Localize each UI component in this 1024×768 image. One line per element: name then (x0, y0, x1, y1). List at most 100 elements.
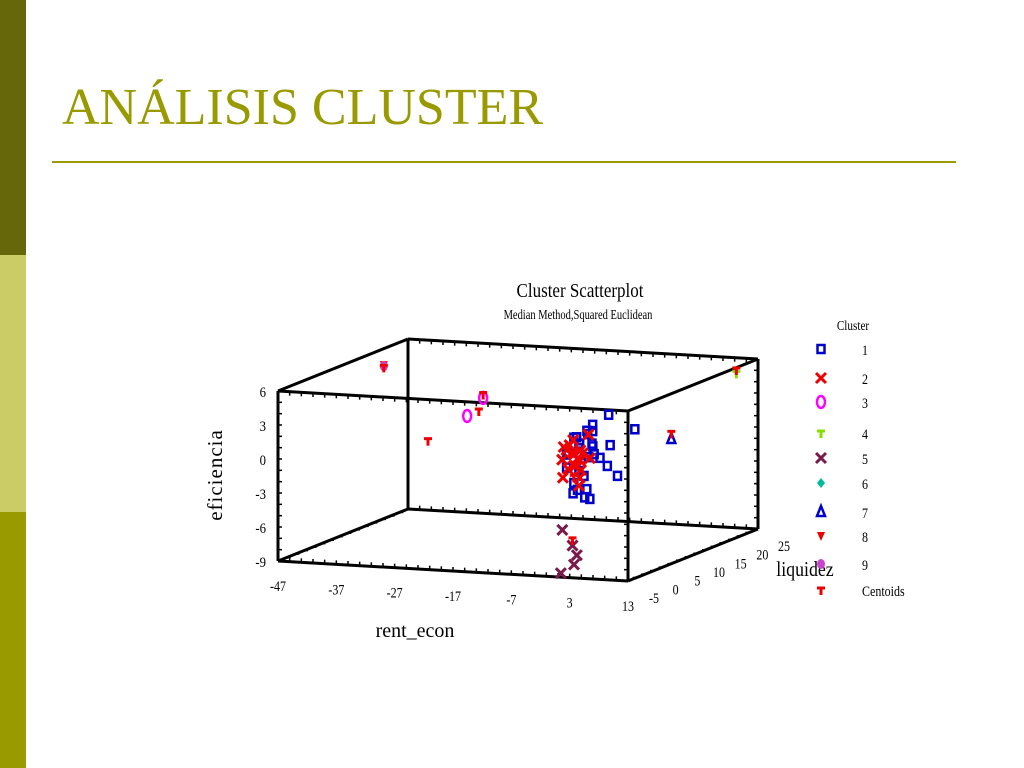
y-tick-label: 5 (694, 572, 700, 589)
slide-title: ANÁLISIS CLUSTER (62, 79, 544, 136)
legend-marker (817, 429, 825, 438)
legend-item: 1 (816, 342, 868, 359)
side-bar-middle (0, 255, 26, 512)
data-point (556, 453, 569, 466)
y-tick-label: 15 (735, 555, 747, 572)
data-point (667, 429, 676, 439)
x-tick-label: -27 (387, 584, 403, 601)
data-point (605, 439, 615, 451)
y-tick-label: 10 (713, 564, 725, 581)
data-point (665, 429, 678, 445)
data-point (474, 407, 483, 416)
legend-label: 6 (862, 476, 868, 493)
legend-marker (817, 559, 825, 569)
box-edge (277, 337, 409, 393)
tick-marks (277, 339, 759, 582)
data-point (588, 425, 598, 437)
data-point (571, 432, 582, 443)
plot-box-3d (276, 337, 760, 583)
data-point (575, 457, 584, 466)
data-point (585, 493, 595, 505)
y-tick-label: -5 (649, 590, 659, 607)
legend-marker (817, 478, 825, 488)
legend-label: 4 (862, 426, 868, 443)
legend-item: Centoids (817, 583, 905, 600)
series-5 (554, 523, 583, 580)
data-point (612, 470, 623, 482)
z-tick-labels: 6 3 0 -3 -6 -9 (255, 385, 266, 571)
legend-marker (816, 343, 826, 355)
legend-marker (815, 394, 827, 410)
data-point (560, 443, 573, 457)
legend-marker (817, 532, 825, 541)
data-point (572, 479, 585, 492)
legend-label: 1 (862, 342, 868, 359)
data-point (582, 428, 595, 441)
data-point (732, 366, 741, 375)
data-point (424, 437, 432, 446)
legend-marker (815, 502, 827, 518)
x-tick-label: 3 (567, 594, 573, 611)
z-tick-label: 0 (260, 453, 266, 469)
side-bar-bottom (0, 512, 26, 768)
series-centoids (379, 363, 741, 545)
legend-label: Centoids (862, 583, 905, 600)
legend-label: 2 (862, 371, 868, 388)
box-edge (277, 507, 409, 563)
chart-subtitle: Median Method,Squared Euclidean (504, 307, 653, 323)
z-tick-label: 6 (260, 385, 266, 401)
data-point (568, 488, 578, 499)
data-point (583, 452, 596, 465)
y-tick-label: 20 (756, 546, 768, 563)
legend-item: 4 (817, 426, 868, 443)
data-point (566, 539, 579, 552)
legend-marker (814, 451, 828, 465)
data-point (570, 549, 583, 562)
data-point (588, 441, 598, 452)
data-point (602, 460, 613, 472)
legend-label: 5 (862, 451, 868, 468)
legend-label: 8 (862, 529, 868, 546)
legend: 1 2 3 4 5 6 7 8 9 Centoids (814, 342, 905, 600)
legend-item: 9 (817, 557, 868, 574)
y-tick-label: 25 (778, 538, 790, 555)
x-tick-label: -17 (445, 588, 461, 605)
legend-marker (814, 371, 828, 385)
y-tick-labels: -5 05 10 15 20 25 (649, 538, 790, 607)
data-point (630, 424, 640, 435)
data-point (461, 408, 473, 424)
chart-title: Cluster Scatterplot (517, 280, 645, 303)
title-underline (52, 161, 956, 163)
x-tick-labels: -47 -37 -27 -17 -7 3 13 (270, 578, 634, 615)
legend-item: 5 (814, 451, 868, 468)
z-tick-label: -3 (255, 487, 266, 503)
z-tick-label: -6 (255, 521, 266, 537)
legend-item: 3 (815, 394, 868, 412)
data-point (569, 473, 578, 483)
legend-label: 9 (862, 557, 868, 574)
data-point (556, 471, 569, 484)
side-bar-top (0, 0, 26, 255)
data-points (379, 361, 741, 580)
x-tick-label: -7 (506, 591, 516, 608)
data-point (567, 558, 581, 571)
x-tick-label: 13 (622, 598, 634, 615)
data-point (479, 391, 488, 400)
legend-label: 3 (862, 395, 868, 412)
legend-label: 7 (862, 505, 868, 522)
data-point (379, 363, 388, 373)
data-point (567, 433, 580, 447)
legend-title: Cluster (837, 318, 870, 333)
legend-marker (817, 586, 825, 595)
data-point (561, 463, 575, 476)
x-tick-label: -47 (270, 578, 286, 595)
y-tick-label: 0 (673, 581, 679, 598)
legend-item: 2 (814, 371, 868, 388)
data-point (554, 567, 567, 580)
z-tick-label: -9 (255, 555, 266, 571)
data-point (568, 536, 577, 545)
data-point (587, 419, 598, 431)
y-axis-label: liquidez (776, 559, 834, 582)
data-point (595, 452, 605, 464)
